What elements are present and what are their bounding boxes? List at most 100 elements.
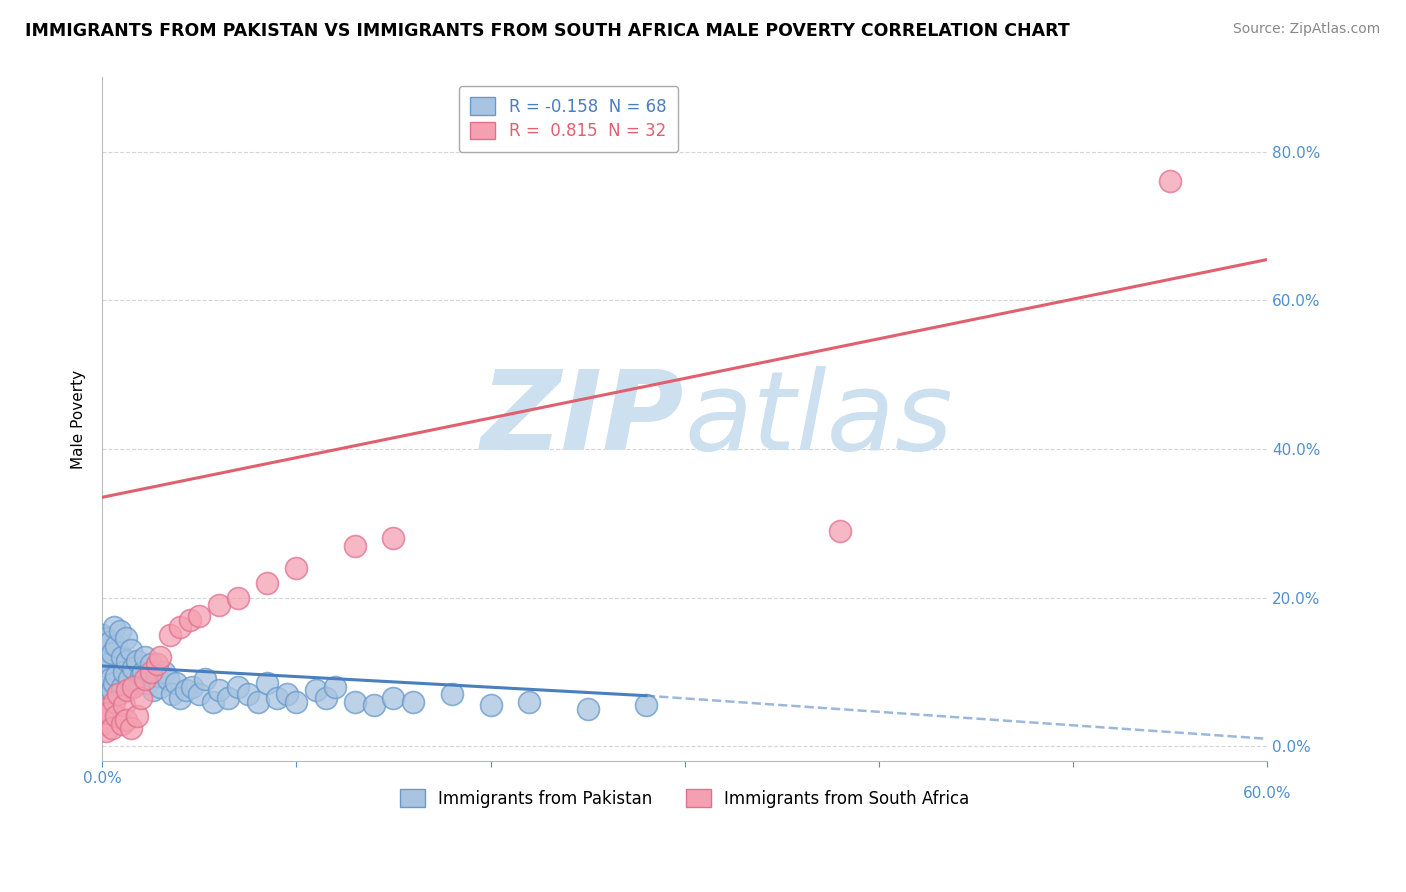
Text: 60.0%: 60.0% xyxy=(1243,786,1292,801)
Point xyxy=(107,687,129,701)
Text: atlas: atlas xyxy=(685,366,953,473)
Point xyxy=(519,695,541,709)
Point xyxy=(139,665,162,679)
Point xyxy=(112,698,135,713)
Point xyxy=(107,687,129,701)
Point xyxy=(256,575,278,590)
Point xyxy=(132,665,155,679)
Point xyxy=(94,687,117,701)
Point xyxy=(134,673,156,687)
Point xyxy=(343,539,366,553)
Point xyxy=(194,673,217,687)
Point xyxy=(103,620,125,634)
Point xyxy=(276,687,298,701)
Point xyxy=(188,687,211,701)
Point xyxy=(226,680,249,694)
Point xyxy=(108,624,131,638)
Point xyxy=(98,635,121,649)
Text: IMMIGRANTS FROM PAKISTAN VS IMMIGRANTS FROM SOUTH AFRICA MALE POVERTY CORRELATIO: IMMIGRANTS FROM PAKISTAN VS IMMIGRANTS F… xyxy=(25,22,1070,40)
Point xyxy=(129,668,152,682)
Point xyxy=(479,698,502,713)
Point xyxy=(114,632,136,646)
Point xyxy=(118,673,141,687)
Text: Source: ZipAtlas.com: Source: ZipAtlas.com xyxy=(1233,22,1381,37)
Point xyxy=(101,683,124,698)
Point xyxy=(208,683,231,698)
Point xyxy=(285,695,308,709)
Point xyxy=(94,724,117,739)
Point xyxy=(305,683,328,698)
Point xyxy=(122,661,145,675)
Point xyxy=(142,683,165,698)
Point xyxy=(382,531,405,545)
Point xyxy=(134,650,156,665)
Point xyxy=(117,683,139,698)
Point xyxy=(165,676,187,690)
Legend: Immigrants from Pakistan, Immigrants from South Africa: Immigrants from Pakistan, Immigrants fro… xyxy=(394,783,976,814)
Point xyxy=(160,687,183,701)
Point xyxy=(402,695,425,709)
Point xyxy=(266,690,288,705)
Point xyxy=(91,695,114,709)
Point xyxy=(104,709,127,723)
Point xyxy=(145,668,167,682)
Point xyxy=(256,676,278,690)
Point xyxy=(129,690,152,705)
Point xyxy=(122,680,145,694)
Point xyxy=(153,665,176,679)
Point xyxy=(382,690,405,705)
Point xyxy=(97,690,120,705)
Text: ZIP: ZIP xyxy=(481,366,685,473)
Point xyxy=(440,687,463,701)
Point xyxy=(111,680,134,694)
Point xyxy=(103,676,125,690)
Point xyxy=(104,639,127,653)
Point xyxy=(226,591,249,605)
Point xyxy=(111,717,134,731)
Point xyxy=(188,609,211,624)
Point xyxy=(91,717,114,731)
Point xyxy=(120,642,142,657)
Point xyxy=(323,680,346,694)
Point xyxy=(145,657,167,672)
Point xyxy=(208,598,231,612)
Point xyxy=(157,673,180,687)
Point xyxy=(830,524,852,538)
Point xyxy=(174,683,197,698)
Point xyxy=(103,695,125,709)
Point xyxy=(120,721,142,735)
Point xyxy=(94,632,117,646)
Point xyxy=(128,676,150,690)
Point xyxy=(246,695,269,709)
Point xyxy=(149,650,172,665)
Point xyxy=(576,702,599,716)
Point xyxy=(97,706,120,720)
Point xyxy=(315,690,337,705)
Point xyxy=(98,673,121,687)
Point xyxy=(363,698,385,713)
Point xyxy=(180,680,202,694)
Point xyxy=(101,721,124,735)
Point xyxy=(93,680,115,694)
Point xyxy=(135,676,157,690)
Point xyxy=(101,646,124,660)
Point xyxy=(217,690,239,705)
Point xyxy=(91,650,114,665)
Point xyxy=(91,628,114,642)
Point xyxy=(169,690,191,705)
Point xyxy=(127,654,149,668)
Point xyxy=(285,561,308,575)
Point xyxy=(149,680,172,694)
Point xyxy=(634,698,657,713)
Point xyxy=(97,657,120,672)
Point xyxy=(201,695,224,709)
Point xyxy=(236,687,259,701)
Point xyxy=(169,620,191,634)
Point xyxy=(117,654,139,668)
Point xyxy=(179,613,201,627)
Point xyxy=(93,702,115,716)
Point xyxy=(93,642,115,657)
Y-axis label: Male Poverty: Male Poverty xyxy=(72,369,86,469)
Point xyxy=(1159,174,1181,188)
Point xyxy=(114,713,136,727)
